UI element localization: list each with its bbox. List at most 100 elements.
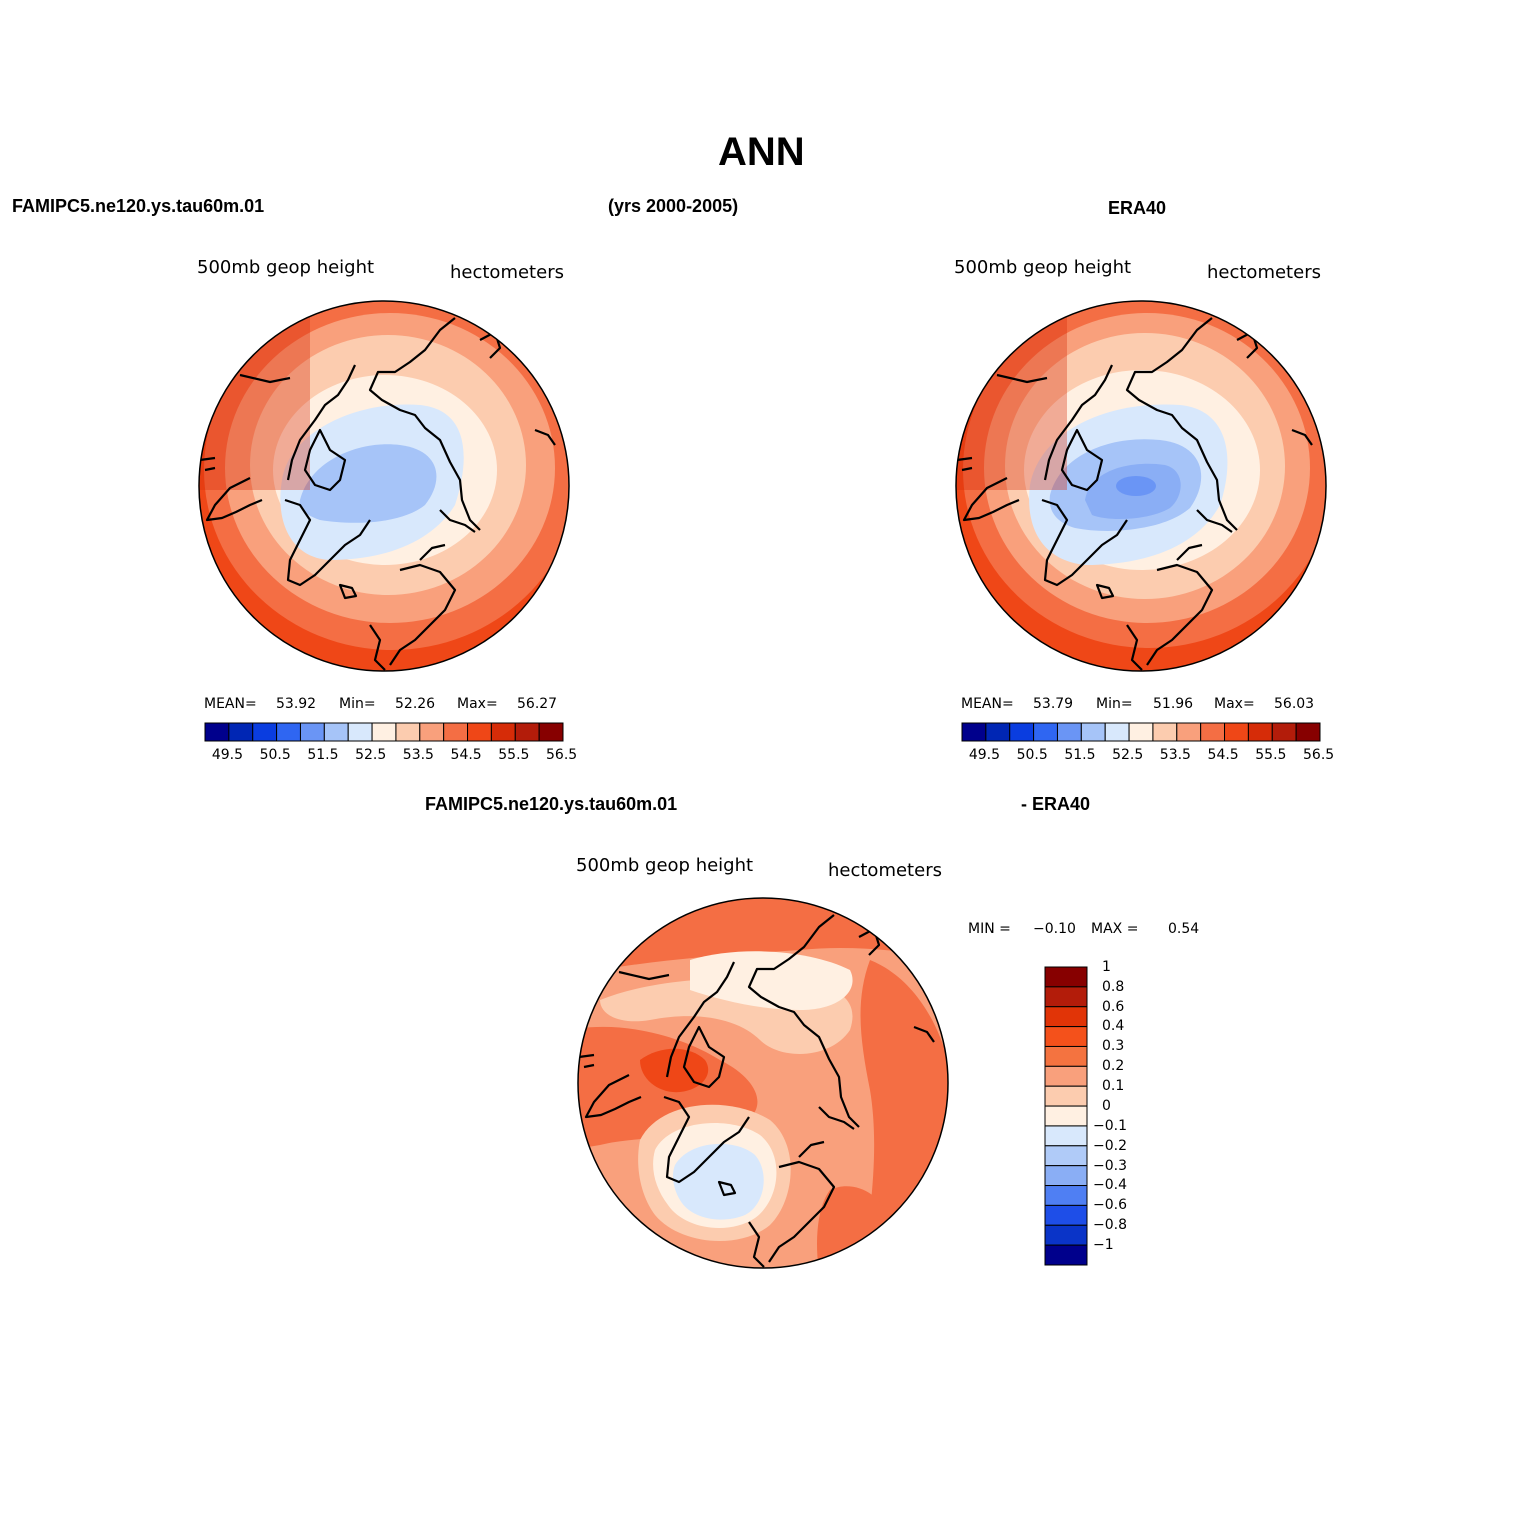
obs-colorbar-box (1295, 722, 1321, 742)
diff-colorbar-box (1044, 1145, 1088, 1167)
diff-min-label: MIN = (968, 921, 1011, 937)
obs-colorbar-box (985, 722, 1011, 742)
model-colorbar-tick-label: 53.5 (402, 747, 434, 763)
model-colorbar-box (347, 722, 373, 742)
model-colorbar-box (538, 722, 564, 742)
model-colorbar-box (204, 722, 230, 742)
obs-colorbar-box (1009, 722, 1035, 742)
obs-max-value: 56.03 (1274, 696, 1315, 712)
model-min-value: 52.26 (395, 696, 436, 712)
obs-colorbar-tick-label: 49.5 (968, 747, 1001, 763)
obs-polar-map (956, 301, 1326, 671)
diff-max-label: MAX = (1091, 921, 1139, 937)
diff-colorbar-box (1044, 1026, 1088, 1047)
diff-units-label: hectometers (828, 860, 942, 881)
model-colorbar-box (395, 722, 421, 742)
diff-colorbar-tick-label: −0.2 (1093, 1137, 1127, 1154)
model-colorbar-box (419, 722, 445, 742)
model-colorbar-box (443, 722, 469, 742)
years-label: (yrs 2000-2005) (608, 196, 739, 216)
diff-colorbar-box (1044, 1085, 1088, 1107)
model-colorbar-box (276, 722, 301, 742)
diff-colorbar-tick-label: 0 (1102, 1097, 1111, 1114)
diff-polar-map (578, 898, 948, 1268)
obs-colorbar-tick-label: 56.5 (1303, 747, 1335, 763)
obs-colorbar-tick-label: 54.5 (1207, 747, 1239, 763)
obs-case-label: ERA40 (1108, 198, 1167, 218)
diff-colorbar-tick-label: 0.8 (1102, 978, 1125, 995)
obs-colorbar-box (1176, 722, 1202, 742)
model-colorbar (204, 722, 564, 742)
obs-colorbar-box (1200, 722, 1226, 742)
model-colorbar-box (323, 722, 349, 742)
model-colorbar-tick-label: 54.5 (450, 747, 482, 763)
obs-colorbar-box (1224, 722, 1249, 742)
diff-colorbar-tick-label: −0.8 (1093, 1217, 1127, 1234)
model-min-label: Min= (339, 696, 376, 712)
diff-field-label: 500mb geop height (576, 855, 754, 876)
obs-colorbar-tick-label: 52.5 (1112, 747, 1144, 763)
obs-colorbar-box (1056, 722, 1082, 742)
model-mean-value: 53.92 (276, 696, 317, 712)
model-colorbar-box (467, 722, 492, 742)
model-polar-map (199, 301, 569, 671)
diff-colorbar-box (1044, 1065, 1088, 1087)
obs-colorbar-box (1152, 722, 1178, 742)
model-colorbar-box (371, 722, 397, 742)
model-colorbar-box (252, 722, 278, 742)
diff-min-value: −0.10 (1033, 921, 1076, 937)
diff-colorbar-tick-label: 0.3 (1102, 1038, 1125, 1055)
diff-colorbar-box (1044, 1224, 1088, 1246)
obs-mean-label: MEAN= (961, 696, 1014, 712)
diff-colorbar-box (1044, 1185, 1088, 1206)
diff-colorbar-box (1044, 1105, 1088, 1127)
model-units-label: hectometers (450, 262, 564, 283)
obs-colorbar-tick-label: 53.5 (1159, 747, 1191, 763)
obs-colorbar-tick-label: 55.5 (1255, 747, 1287, 763)
diff-colorbar-box (1044, 1006, 1088, 1028)
diff-colorbar-box (1044, 1165, 1088, 1187)
diff-colorbar (1044, 966, 1088, 1266)
model-colorbar-box (228, 722, 254, 742)
page-title: ANN (718, 130, 805, 174)
diff-colorbar-tick-label: −0.3 (1093, 1157, 1127, 1174)
diff-colorbar-box (1044, 986, 1088, 1008)
obs-field-label: 500mb geop height (954, 257, 1132, 278)
obs-max-label: Max= (1214, 696, 1255, 712)
obs-colorbar-box (1104, 722, 1130, 742)
obs-colorbar-box (1247, 722, 1273, 742)
model-colorbar-tick-label: 50.5 (259, 747, 291, 763)
diff-colorbar-tick-label: 0.1 (1102, 1078, 1125, 1095)
obs-mean-value: 53.79 (1033, 696, 1074, 712)
model-max-value: 56.27 (517, 696, 558, 712)
obs-colorbar-box (1128, 722, 1154, 742)
model-colorbar-box (490, 722, 516, 742)
diff-model-label: FAMIPC5.ne120.ys.tau60m.01 (425, 794, 678, 814)
diff-colorbar-tick-label: 0.6 (1102, 998, 1125, 1015)
model-case-label: FAMIPC5.ne120.ys.tau60m.01 (12, 196, 265, 216)
diff-colorbar-box (1044, 1125, 1088, 1147)
diff-colorbar-tick-label: −0.6 (1093, 1197, 1127, 1214)
obs-units-label: hectometers (1207, 262, 1321, 283)
model-colorbar-tick-label: 51.5 (307, 747, 339, 763)
obs-min-value: 51.96 (1153, 696, 1194, 712)
diff-max-value: 0.54 (1168, 921, 1200, 937)
obs-colorbar-box (1033, 722, 1058, 742)
obs-colorbar (961, 722, 1321, 742)
diff-colorbar-tick-label: 0.4 (1102, 1018, 1125, 1035)
obs-colorbar-tick-label: 50.5 (1016, 747, 1048, 763)
diff-colorbar-tick-label: −0.4 (1093, 1177, 1127, 1194)
diff-colorbar-tick-label: −0.1 (1093, 1117, 1127, 1134)
diff-colorbar-tick-label: 1 (1102, 958, 1111, 975)
obs-min-label: Min= (1096, 696, 1133, 712)
model-field-label: 500mb geop height (197, 257, 375, 278)
model-colorbar-box (514, 722, 540, 742)
diff-colorbar-tick-label: 0.2 (1102, 1058, 1125, 1075)
diff-colorbar-box (1044, 1204, 1088, 1226)
diff-colorbar-box (1044, 1045, 1088, 1067)
diff-colorbar-box (1044, 1244, 1088, 1266)
obs-colorbar-box (1080, 722, 1106, 742)
model-max-label: Max= (457, 696, 498, 712)
obs-colorbar-box (961, 722, 987, 742)
model-colorbar-tick-label: 55.5 (498, 747, 530, 763)
